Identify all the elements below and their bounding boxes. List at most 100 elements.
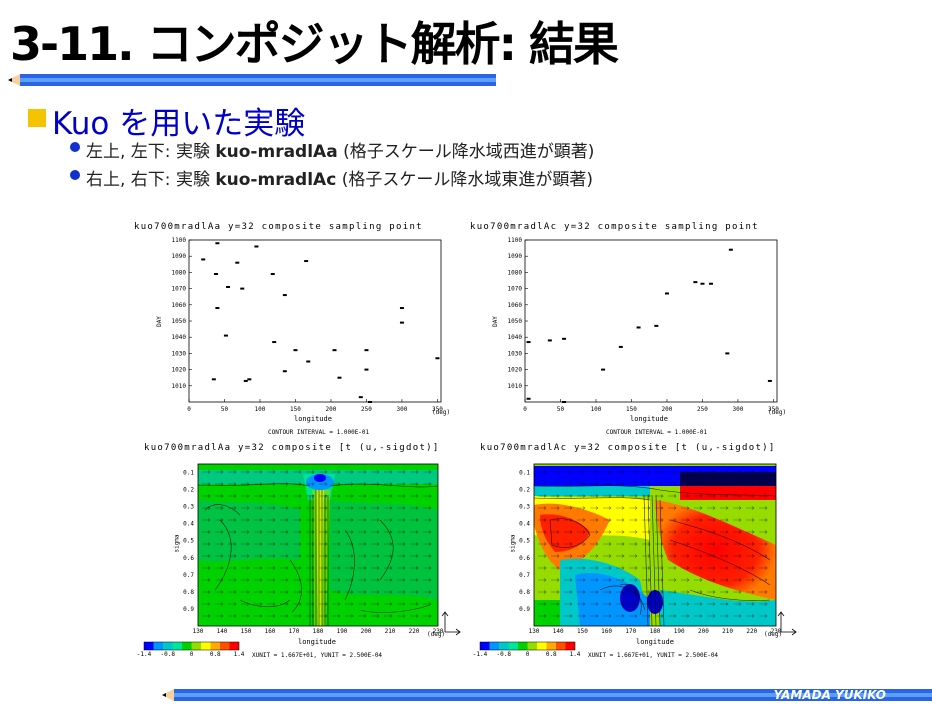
x-tick-label: 0 (523, 406, 527, 413)
vector-arrow (577, 614, 586, 618)
vector-arrow (551, 602, 560, 606)
vector-arrow (267, 614, 276, 618)
vector-arrow (306, 614, 315, 618)
vector-arrow (384, 482, 393, 486)
vector-arrow (642, 554, 651, 558)
vector-arrow (345, 602, 354, 606)
y-tick-label: 1020 (508, 367, 523, 374)
vector-arrow (590, 566, 599, 570)
vector-arrow (410, 542, 419, 546)
vector-arrow (577, 578, 586, 582)
y-tick-label: 1010 (508, 383, 523, 390)
vector-arrow (720, 494, 729, 498)
sample-point (399, 321, 404, 324)
vector-arrow (241, 530, 250, 534)
sample-point (215, 242, 220, 245)
reference-vector-icon (441, 611, 797, 636)
vector-arrow (267, 494, 276, 498)
vector-arrow (410, 530, 419, 534)
vector-arrow (397, 614, 406, 618)
vector-arrow (720, 542, 729, 546)
vector-arrow (280, 602, 289, 606)
vector-arrow (423, 506, 432, 510)
vector-arrow (720, 566, 729, 570)
vector-arrow (629, 518, 638, 522)
vector-arrow (280, 614, 289, 618)
heading-bullet-icon (28, 109, 46, 127)
vector-arrow (397, 494, 406, 498)
y-tick-label: 1060 (172, 302, 187, 309)
vector-arrow (215, 554, 224, 558)
bl-xunit: (deg) (427, 631, 446, 638)
colorbar-swatch (489, 642, 499, 650)
y-tick-label: 0.7 (183, 572, 194, 579)
vector-arrow (564, 566, 573, 570)
vector-arrow (720, 590, 729, 594)
vector-arrow (551, 542, 560, 546)
vector-arrow (332, 506, 341, 510)
vector-arrow (280, 554, 289, 558)
vector-arrow (228, 482, 237, 486)
vector-arrow (267, 554, 276, 558)
vector-arrow (254, 566, 263, 570)
vector-arrow (241, 578, 250, 582)
x-tick-label: 50 (557, 406, 565, 413)
vector-arrow (759, 554, 768, 558)
vector-arrow (319, 554, 328, 558)
field-patch (534, 600, 560, 626)
vector-arrow (423, 470, 432, 474)
vector-arrow (215, 506, 224, 510)
vector-arrow (655, 554, 664, 558)
vector-arrow (707, 614, 716, 618)
vector-arrow (228, 506, 237, 510)
vector-arrow (358, 494, 367, 498)
vector-arrow (241, 542, 250, 546)
vector-arrow (551, 506, 560, 510)
slide-title: 3-11. コンポジット解析: 結果 (10, 17, 619, 71)
x-tick-label: 210 (385, 628, 396, 635)
colorbar-label: 0.8 (210, 651, 221, 658)
vector-arrow (215, 530, 224, 534)
bl-vector-unit: XUNIT = 1.667E+01, YUNIT = 2.500E-04 (252, 652, 383, 659)
vector-arrow (551, 518, 560, 522)
y-tick-label: 1090 (508, 253, 523, 260)
vector-arrow (254, 530, 263, 534)
x-tick-label: 100 (255, 406, 266, 413)
bullet-2-experiment: kuo-mradlAc (215, 170, 337, 190)
vector-arrow (551, 590, 560, 594)
vector-arrow (733, 518, 742, 522)
vector-arrows (202, 470, 768, 618)
vector-arrow (306, 578, 315, 582)
colorbar-swatch (518, 642, 528, 650)
tl-xlabel: longitude (294, 415, 332, 423)
vector-arrow (306, 470, 315, 474)
vector-arrow (694, 518, 703, 522)
vector-arrow (371, 578, 380, 582)
x-tick-label: 140 (553, 628, 564, 635)
vector-arrow (564, 602, 573, 606)
colorbar-right (479, 641, 576, 651)
field-patch (655, 500, 776, 600)
x-tick-label: 220 (409, 628, 420, 635)
vector-arrow (733, 590, 742, 594)
vector-arrow (371, 494, 380, 498)
vector-arrow (538, 530, 547, 534)
colorbar-frame (143, 641, 240, 651)
vector-arrow (202, 542, 211, 546)
vector-arrow (306, 530, 315, 534)
x-tick-label: 100 (591, 406, 602, 413)
panel-tr-title: kuo700mradlAc y=32 composite sampling po… (470, 222, 759, 232)
y-tick-label: 0.9 (519, 606, 530, 613)
y-tick-label: 1100 (172, 237, 187, 244)
vector-arrow (590, 530, 599, 534)
sample-point (240, 287, 245, 290)
sample-point (213, 273, 218, 276)
y-tick-label: 0.8 (519, 589, 530, 596)
y-tick-label: 0.5 (519, 538, 530, 545)
tl-contour-interval: CONTOUR INTERVAL = 1.000E-01 (268, 429, 370, 436)
vector-arrow (759, 578, 768, 582)
sample-point (435, 357, 440, 360)
vector-arrow (423, 494, 432, 498)
vector-arrow (345, 554, 354, 558)
x-tick-label: 250 (361, 406, 372, 413)
